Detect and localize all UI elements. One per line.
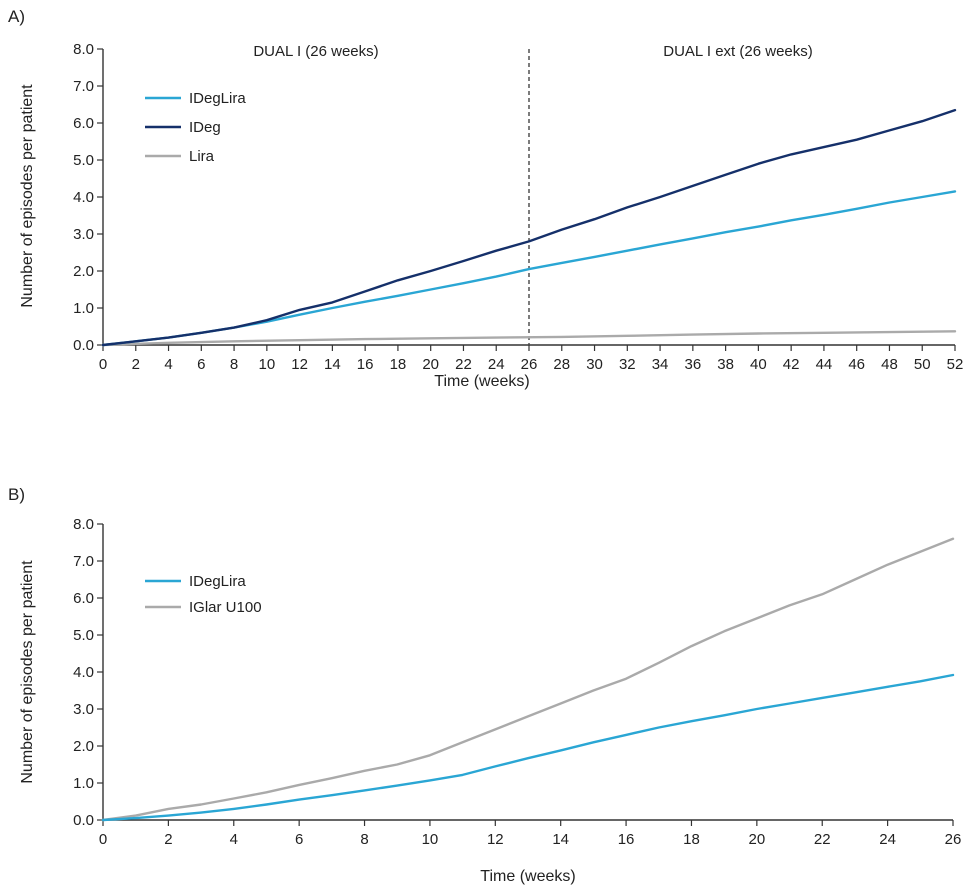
panel-b-x-tick-label: 6 [295, 831, 303, 848]
panel-b-x-tick-label: 20 [749, 831, 766, 848]
panel-b-x-tick-label: 18 [683, 831, 700, 848]
panel-b-x-tick-label: 2 [164, 831, 172, 848]
panel-b-chart: B) Time (weeks) Number of episodes per p… [8, 485, 961, 885]
panel-a-y-tick-label: 2.0 [73, 263, 94, 280]
panel-b-legend-label-ideglira: IDegLira [189, 573, 246, 590]
panel-a-x-tick-label: 38 [717, 356, 734, 373]
panel-a-x-tick-label: 12 [291, 356, 308, 373]
panel-a-x-axis-title: Time (weeks) [434, 373, 529, 390]
panel-a-y-tick-label: 3.0 [73, 226, 94, 243]
panel-b-x-tick-label: 24 [879, 831, 896, 848]
panel-b-label: B) [8, 485, 25, 504]
panel-a-x-tick-label: 24 [488, 356, 505, 373]
panel-a-x-tick-label: 44 [816, 356, 833, 373]
panel-b-legend-label-iglar-u100: IGlar U100 [189, 599, 262, 616]
panel-a-y-tick-label: 6.0 [73, 115, 94, 132]
panel-a-x-tick-label: 20 [422, 356, 439, 373]
panel-b-x-tick-label: 0 [99, 831, 107, 848]
panel-a-x-tick-label: 4 [164, 356, 172, 373]
panel-a-y-axis-title: Number of episodes per patient [19, 84, 36, 308]
panel-a-series [101, 108, 957, 347]
panel-b-x-tick-label: 12 [487, 831, 504, 848]
panel-b-ticks: 0 2 4 6 8 10 12 14 16 18 20 22 24 260.01.02.03.04.05.… [73, 516, 961, 848]
panel-a-legend-label-ideglira: IDegLira [189, 90, 246, 107]
panel-a-x-tick-label: 50 [914, 356, 931, 373]
panel-a-legend-label-lira: Lira [189, 148, 215, 165]
panel-a-x-tick-label: 52 [947, 356, 964, 373]
panel-a-x-tick-label: 8 [230, 356, 238, 373]
panel-b-series [101, 537, 955, 822]
panel-b-x-tick-label: 26 [945, 831, 962, 848]
panel-a-x-tick-label: 48 [881, 356, 898, 373]
panel-b-y-tick-label: 6.0 [73, 590, 94, 607]
panel-a-x-tick-label: 30 [586, 356, 603, 373]
panel-a-y-tick-label: 4.0 [73, 189, 94, 206]
panel-b-y-tick-label: 0.0 [73, 812, 94, 829]
panel-b-y-tick-label: 4.0 [73, 664, 94, 681]
panel-a-x-tick-label: 2 [132, 356, 140, 373]
panel-b-legend: IDegLira IGlar U100 [145, 573, 262, 616]
panel-a-x-tick-label: 14 [324, 356, 341, 373]
panel-a-x-tick-label: 6 [197, 356, 205, 373]
panel-b-x-tick-label: 14 [552, 831, 569, 848]
region-label-dual-i: DUAL I (26 weeks) [253, 43, 378, 60]
panel-a-x-tick-label: 42 [783, 356, 800, 373]
panel-a-series-lira-line [101, 330, 957, 347]
panel-a-x-tick-label: 40 [750, 356, 767, 373]
region-label-dual-i-ext: DUAL I ext (26 weeks) [663, 43, 813, 60]
panel-b-x-tick-label: 16 [618, 831, 635, 848]
panel-a-y-tick-label: 0.0 [73, 337, 94, 354]
panel-a-series-ideg-line [101, 108, 957, 347]
panel-b-y-tick-label: 1.0 [73, 775, 94, 792]
panel-b-series-iglar-u100-line [101, 537, 955, 822]
panel-b-x-tick-label: 4 [230, 831, 238, 848]
panel-a-x-tick-label: 10 [259, 356, 276, 373]
panel-b-y-tick-label: 8.0 [73, 516, 94, 533]
panel-b-series-ideglira-line [101, 673, 955, 822]
panel-b-y-tick-label: 2.0 [73, 738, 94, 755]
panel-a-y-tick-label: 8.0 [73, 41, 94, 58]
panel-a-y-tick-label: 7.0 [73, 78, 94, 95]
panel-a-x-tick-label: 34 [652, 356, 669, 373]
panel-a-x-tick-label: 22 [455, 356, 472, 373]
panel-a-x-tick-label: 26 [521, 356, 538, 373]
panel-a-label: A) [8, 7, 25, 26]
panel-a-legend-label-ideg: IDeg [189, 119, 221, 136]
panel-a-x-tick-label: 36 [685, 356, 702, 373]
panel-a-x-tick-label: 46 [848, 356, 865, 373]
panel-a-y-tick-label: 1.0 [73, 300, 94, 317]
panel-a-x-tick-label: 0 [99, 356, 107, 373]
panel-a-x-tick-label: 18 [390, 356, 407, 373]
panel-b-y-tick-label: 7.0 [73, 553, 94, 570]
panel-a-series-ideglira-line [101, 190, 957, 347]
panel-a-ticks: 0 2 4 6 8 10 12 14 16 18 20 22 24 26 28 30 32 34 36 38 40 42 4… [73, 41, 963, 373]
panel-b-x-axis-title: Time (weeks) [480, 868, 575, 885]
panel-a-x-tick-label: 28 [553, 356, 570, 373]
panel-b-y-axis-title: Number of episodes per patient [19, 560, 36, 784]
panel-b-x-tick-label: 22 [814, 831, 831, 848]
panel-a-x-tick-label: 32 [619, 356, 636, 373]
panel-b-x-tick-label: 8 [360, 831, 368, 848]
panel-b-x-tick-label: 10 [422, 831, 439, 848]
panel-b-y-tick-label: 5.0 [73, 627, 94, 644]
panel-a-chart: A) DUAL I (26 weeks) DUAL I ext (26 week… [8, 7, 963, 390]
panel-b-y-tick-label: 3.0 [73, 701, 94, 718]
panel-a-x-tick-label: 16 [357, 356, 374, 373]
panel-a-y-tick-label: 5.0 [73, 152, 94, 169]
